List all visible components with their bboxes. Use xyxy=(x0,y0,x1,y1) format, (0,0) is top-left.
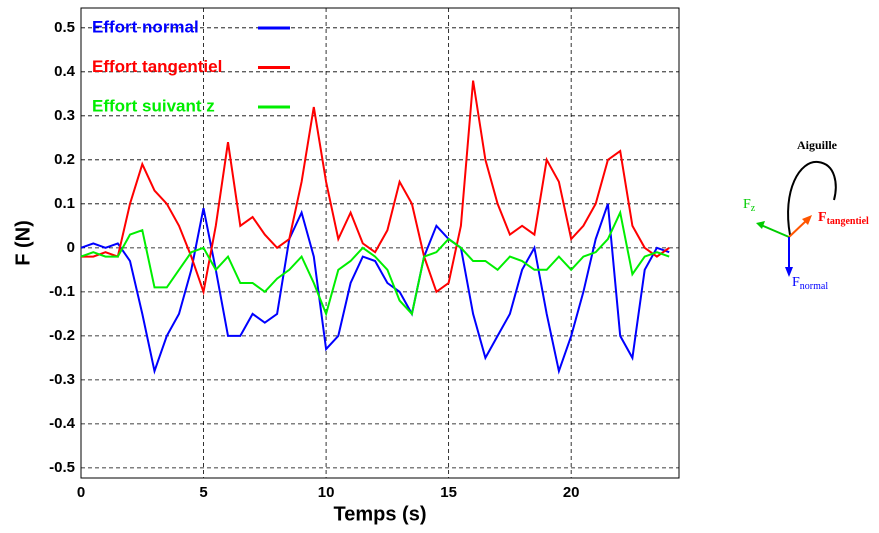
y-tick-label: 0.1 xyxy=(54,195,75,212)
force-symbol: F xyxy=(743,197,751,212)
needle-label: Aiguille xyxy=(797,138,838,152)
y-axis-label: F (N) xyxy=(12,220,34,266)
force-label: Fnormal xyxy=(792,275,828,292)
force-subscript: z xyxy=(751,203,756,214)
x-tick-label: 15 xyxy=(440,484,457,501)
arrowhead xyxy=(785,267,793,277)
arrowhead xyxy=(802,215,812,225)
y-tick-label: 0.4 xyxy=(54,63,76,80)
x-axis-label: Temps (s) xyxy=(334,503,427,525)
x-tick-label: 0 xyxy=(77,484,85,501)
y-tick-label: -0.3 xyxy=(49,371,75,388)
force-subscript: tangentiel xyxy=(827,216,869,227)
legend-label: Effort normal xyxy=(92,17,199,36)
y-tick-label: -0.4 xyxy=(49,415,76,432)
legend-label: Effort tangentiel xyxy=(92,57,222,76)
needle xyxy=(787,160,837,236)
force-label: Ftangentiel xyxy=(818,210,869,227)
force-subscript: normal xyxy=(800,281,829,292)
diagram: Aiguille Fz Ftangentiel Fnormal xyxy=(743,138,869,293)
y-tick-label: 0 xyxy=(67,239,75,256)
y-tick-label: 0.2 xyxy=(54,151,75,168)
x-tick-label: 10 xyxy=(318,484,335,501)
data-line xyxy=(80,209,670,318)
y-tick-label: 0.3 xyxy=(54,107,75,124)
data-line xyxy=(80,203,670,375)
y-tick-label: 0.5 xyxy=(54,19,75,36)
arrowhead xyxy=(756,221,765,229)
x-tick-label: 20 xyxy=(563,484,580,501)
force-label: Fz xyxy=(743,197,756,214)
data-line xyxy=(81,80,670,296)
force-arrow xyxy=(788,219,808,238)
y-tick-label: -0.5 xyxy=(49,459,75,476)
y-tick-label: -0.1 xyxy=(49,283,75,300)
x-tick-label: 5 xyxy=(199,484,207,501)
force-symbol: F xyxy=(818,210,827,225)
force-symbol: F xyxy=(792,275,800,290)
legend-label: Effort suivant z xyxy=(92,96,215,115)
force-arrow xyxy=(760,224,790,238)
y-tick-label: -0.2 xyxy=(49,327,75,344)
